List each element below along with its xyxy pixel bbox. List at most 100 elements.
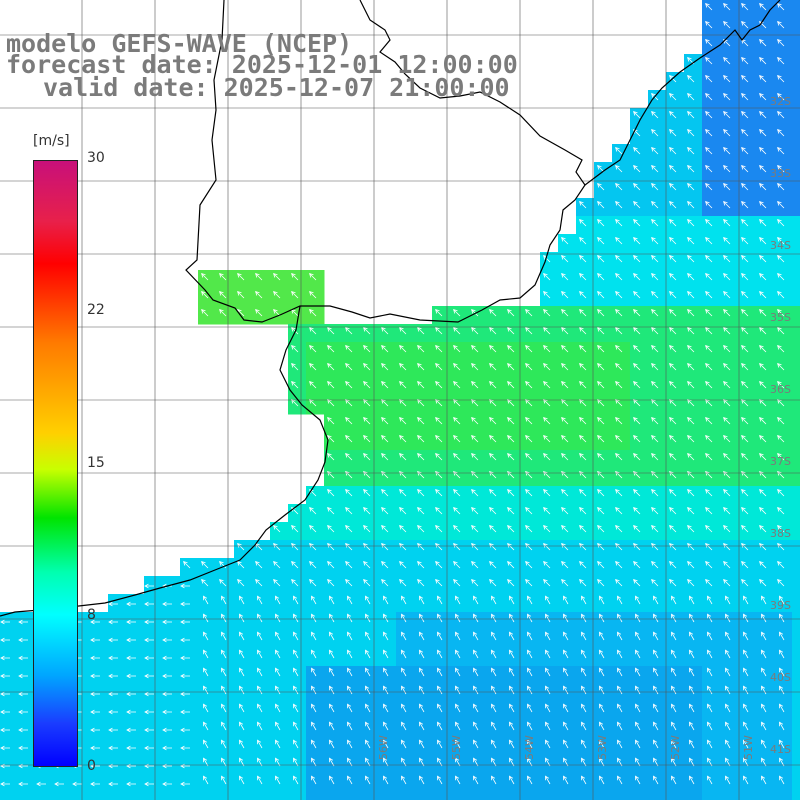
wind-arrow bbox=[383, 613, 389, 623]
wind-arrow bbox=[651, 111, 659, 119]
wind-arrow bbox=[399, 453, 407, 461]
wind-arrow bbox=[561, 345, 569, 353]
field-cell bbox=[180, 576, 199, 595]
wind-arrow bbox=[473, 667, 479, 677]
wind-arrow bbox=[651, 237, 659, 245]
wind-arrow bbox=[759, 561, 767, 569]
wind-arrow bbox=[401, 703, 407, 713]
wind-arrow bbox=[689, 685, 695, 695]
wind-arrow bbox=[0, 691, 10, 697]
field-cell bbox=[792, 180, 800, 199]
wind-arrow bbox=[365, 631, 371, 641]
wind-arrow bbox=[471, 309, 479, 317]
wind-arrow bbox=[723, 471, 731, 479]
wind-arrow bbox=[669, 201, 677, 209]
wind-arrow bbox=[653, 631, 659, 641]
colorbar-unit-label: [m/s] bbox=[33, 133, 70, 149]
wind-arrow bbox=[635, 631, 641, 641]
wind-arrow bbox=[563, 649, 569, 659]
wind-arrow bbox=[473, 595, 479, 605]
wind-arrow bbox=[162, 619, 172, 625]
wind-arrow bbox=[687, 507, 695, 515]
wind-arrow bbox=[347, 667, 353, 677]
wind-arrow bbox=[381, 453, 389, 461]
field-cell bbox=[540, 792, 559, 800]
wind-arrow bbox=[687, 399, 695, 407]
wind-arrow bbox=[669, 219, 677, 227]
wind-arrow bbox=[579, 471, 587, 479]
wind-arrow bbox=[705, 273, 713, 281]
wind-arrow bbox=[723, 93, 731, 101]
wind-arrow bbox=[525, 489, 533, 497]
wind-arrow bbox=[108, 601, 118, 607]
wind-arrow bbox=[437, 721, 443, 731]
wind-arrow bbox=[615, 453, 623, 461]
wind-arrow bbox=[144, 637, 154, 643]
field-cell bbox=[792, 216, 800, 235]
wind-arrow bbox=[399, 417, 407, 425]
wind-arrow bbox=[489, 507, 497, 515]
wind-arrow bbox=[597, 561, 605, 569]
wind-arrow bbox=[687, 561, 695, 569]
field-cell bbox=[180, 684, 199, 703]
wind-arrow bbox=[669, 237, 677, 245]
field-cell bbox=[162, 594, 181, 613]
lon-label: 55W bbox=[450, 735, 463, 760]
wind-arrow bbox=[599, 631, 605, 641]
wind-arrow bbox=[561, 273, 569, 281]
wind-arrow bbox=[635, 739, 641, 749]
field-cell bbox=[162, 630, 181, 649]
wind-arrow bbox=[579, 489, 587, 497]
wind-arrow bbox=[759, 489, 767, 497]
wind-arrow bbox=[419, 775, 425, 785]
wind-arrow bbox=[237, 561, 245, 569]
wind-arrow bbox=[221, 631, 227, 641]
wind-arrow bbox=[239, 613, 245, 623]
wind-arrow bbox=[563, 703, 569, 713]
wind-arrow bbox=[239, 595, 245, 605]
wind-arrow bbox=[599, 739, 605, 749]
wind-arrow bbox=[669, 129, 677, 137]
wind-arrow bbox=[723, 435, 731, 443]
wind-arrow bbox=[543, 471, 551, 479]
wind-arrow bbox=[291, 345, 299, 353]
field-cell bbox=[774, 792, 793, 800]
wind-arrow bbox=[561, 399, 569, 407]
wind-arrow bbox=[239, 703, 245, 713]
wind-arrow bbox=[419, 595, 425, 605]
wind-arrow bbox=[381, 381, 389, 389]
wind-arrow bbox=[777, 21, 785, 29]
wind-arrow bbox=[741, 237, 749, 245]
wind-arrow bbox=[615, 471, 623, 479]
wind-arrow bbox=[617, 667, 623, 677]
wind-arrow bbox=[597, 255, 605, 263]
wind-arrow bbox=[471, 345, 479, 353]
wind-arrow bbox=[381, 471, 389, 479]
wind-arrow bbox=[759, 219, 767, 227]
wind-arrow bbox=[203, 775, 209, 785]
wind-arrow bbox=[545, 649, 551, 659]
wind-arrow bbox=[651, 129, 659, 137]
wind-arrow bbox=[579, 255, 587, 263]
wind-arrow bbox=[473, 631, 479, 641]
wind-arrow bbox=[689, 631, 695, 641]
wind-arrow bbox=[545, 703, 551, 713]
wind-arrow bbox=[615, 309, 623, 317]
wind-arrow bbox=[489, 579, 497, 587]
wind-arrow bbox=[381, 435, 389, 443]
wind-arrow bbox=[347, 649, 353, 659]
wind-arrow bbox=[0, 619, 10, 625]
field-cell bbox=[684, 792, 703, 800]
wind-arrow bbox=[777, 291, 785, 299]
wind-arrow bbox=[705, 165, 713, 173]
wind-arrow bbox=[309, 381, 317, 389]
wind-arrow bbox=[777, 381, 785, 389]
wind-arrow bbox=[563, 631, 569, 641]
wind-arrow bbox=[759, 147, 767, 155]
wind-arrow bbox=[525, 525, 533, 533]
wind-arrow bbox=[561, 381, 569, 389]
wind-arrow bbox=[687, 183, 695, 191]
wind-arrow bbox=[311, 649, 317, 659]
wind-arrow bbox=[471, 399, 479, 407]
wind-arrow bbox=[491, 613, 497, 623]
